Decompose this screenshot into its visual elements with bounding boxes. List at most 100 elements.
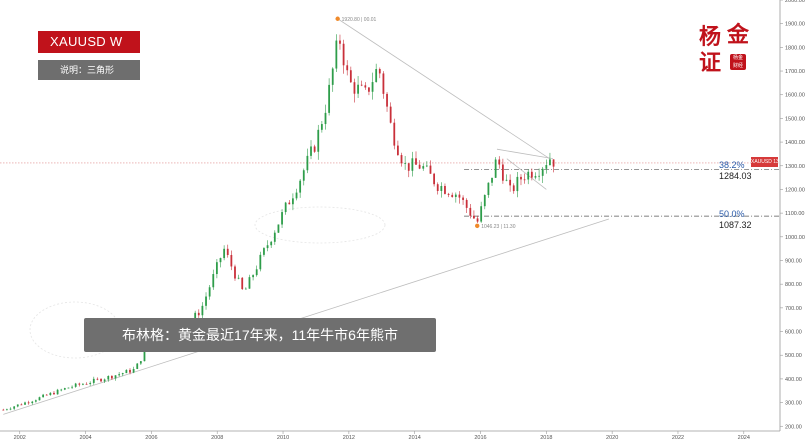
candle-body [107,375,110,380]
y-tick-label: 1000.00 [785,235,805,241]
cloud-sketch [254,206,386,244]
candle-body [85,383,88,385]
candle-body [194,312,197,321]
x-tick-label: 2006 [145,435,157,441]
candle-body [132,368,135,373]
candle-body [411,158,414,171]
candle-body [143,350,146,362]
candle-body [313,146,316,152]
y-tick-label: 1800.00 [785,45,805,51]
candle-body [339,40,341,44]
candle-body [494,159,497,178]
candle-body [103,379,106,382]
candle-body [386,93,388,107]
candle-body [527,171,530,180]
candle-body [2,409,5,411]
seal-char-1: 杨 [699,24,722,50]
candle-body [270,241,273,246]
seal-char-3: 证 [699,50,722,76]
logo-seal: 杨 金 证 杨金 财经 [693,20,755,76]
seal-char-2: 金 [727,22,750,48]
candle-body [219,258,222,263]
candle-body [393,122,396,146]
candle-body [63,388,66,390]
y-tick-label: 1200.00 [785,187,805,193]
candle-body [436,184,439,191]
candle-body [331,68,334,85]
candle-body [129,369,131,373]
candle-body [368,87,370,92]
candle-body [324,112,327,125]
candle-body [306,155,309,171]
y-tick-label: 1100.00 [785,211,804,217]
candle-body [92,378,95,383]
candle-body [469,207,472,216]
candle-body [538,175,540,177]
y-tick-label: 1700.00 [785,69,805,75]
candle-body [201,305,204,316]
y-tick-label: 300.00 [785,401,802,407]
y-tick-label: 2000.00 [785,0,805,4]
candle-body [389,106,392,123]
candle-body [252,275,254,278]
candle-body [444,185,446,194]
candle-body [487,182,490,196]
trend-line [3,218,609,415]
candle-body [480,206,483,222]
candle-body [212,274,215,288]
high-marker [335,16,340,21]
candle-body [20,404,23,406]
candle-body [346,65,349,71]
y-tick-label: 1400.00 [785,140,805,146]
candle-body [516,176,519,192]
candle-body [302,170,305,181]
y-tick-label: 1300.00 [785,164,805,170]
candle-body [60,389,63,391]
candle-body [273,232,276,242]
candle-body [545,165,548,169]
candle-body [38,397,41,401]
x-tick-label: 2014 [409,435,421,441]
candle-body [6,409,8,411]
x-tick-label: 2016 [474,435,486,441]
candle-body [382,73,385,94]
candle-body [440,185,443,191]
candle-body [433,173,436,185]
candle-body [139,361,142,364]
candle-body [342,43,345,66]
y-tick-label: 600.00 [785,330,802,336]
symbol-label: XAUUSD W [38,31,140,53]
candle-body [501,164,504,181]
seal-stamp: 杨金 财经 [730,54,746,70]
candle-body [82,383,84,385]
candle-body [407,163,410,171]
candle-body [56,389,59,395]
candle-body [483,195,486,207]
y-tick-label: 900.00 [785,258,802,264]
candle-body [277,224,280,233]
fib-38-label: 38.2% [719,160,745,170]
high-label: 1920.80 | 00.01 [342,17,377,23]
candle-body [360,84,363,86]
y-tick-label: 400.00 [785,377,802,383]
candle-body [404,163,407,164]
candle-body [328,84,331,113]
candle-body [473,215,475,219]
candle-body [136,363,139,369]
trend-line [506,158,547,190]
y-tick-label: 1600.00 [785,93,805,99]
y-tick-label: 1900.00 [785,22,805,28]
x-tick-label: 2002 [14,435,26,441]
candle-body [263,248,265,255]
candle-body [375,69,378,83]
candle-body [335,40,338,69]
candle-body [13,406,16,409]
candle-body [110,375,113,379]
candle-body [121,373,124,375]
candle-body [100,378,102,382]
candle-body [16,404,19,407]
candle-body [458,194,461,198]
candle-body [317,129,320,152]
x-tick-label: 2024 [738,435,750,441]
